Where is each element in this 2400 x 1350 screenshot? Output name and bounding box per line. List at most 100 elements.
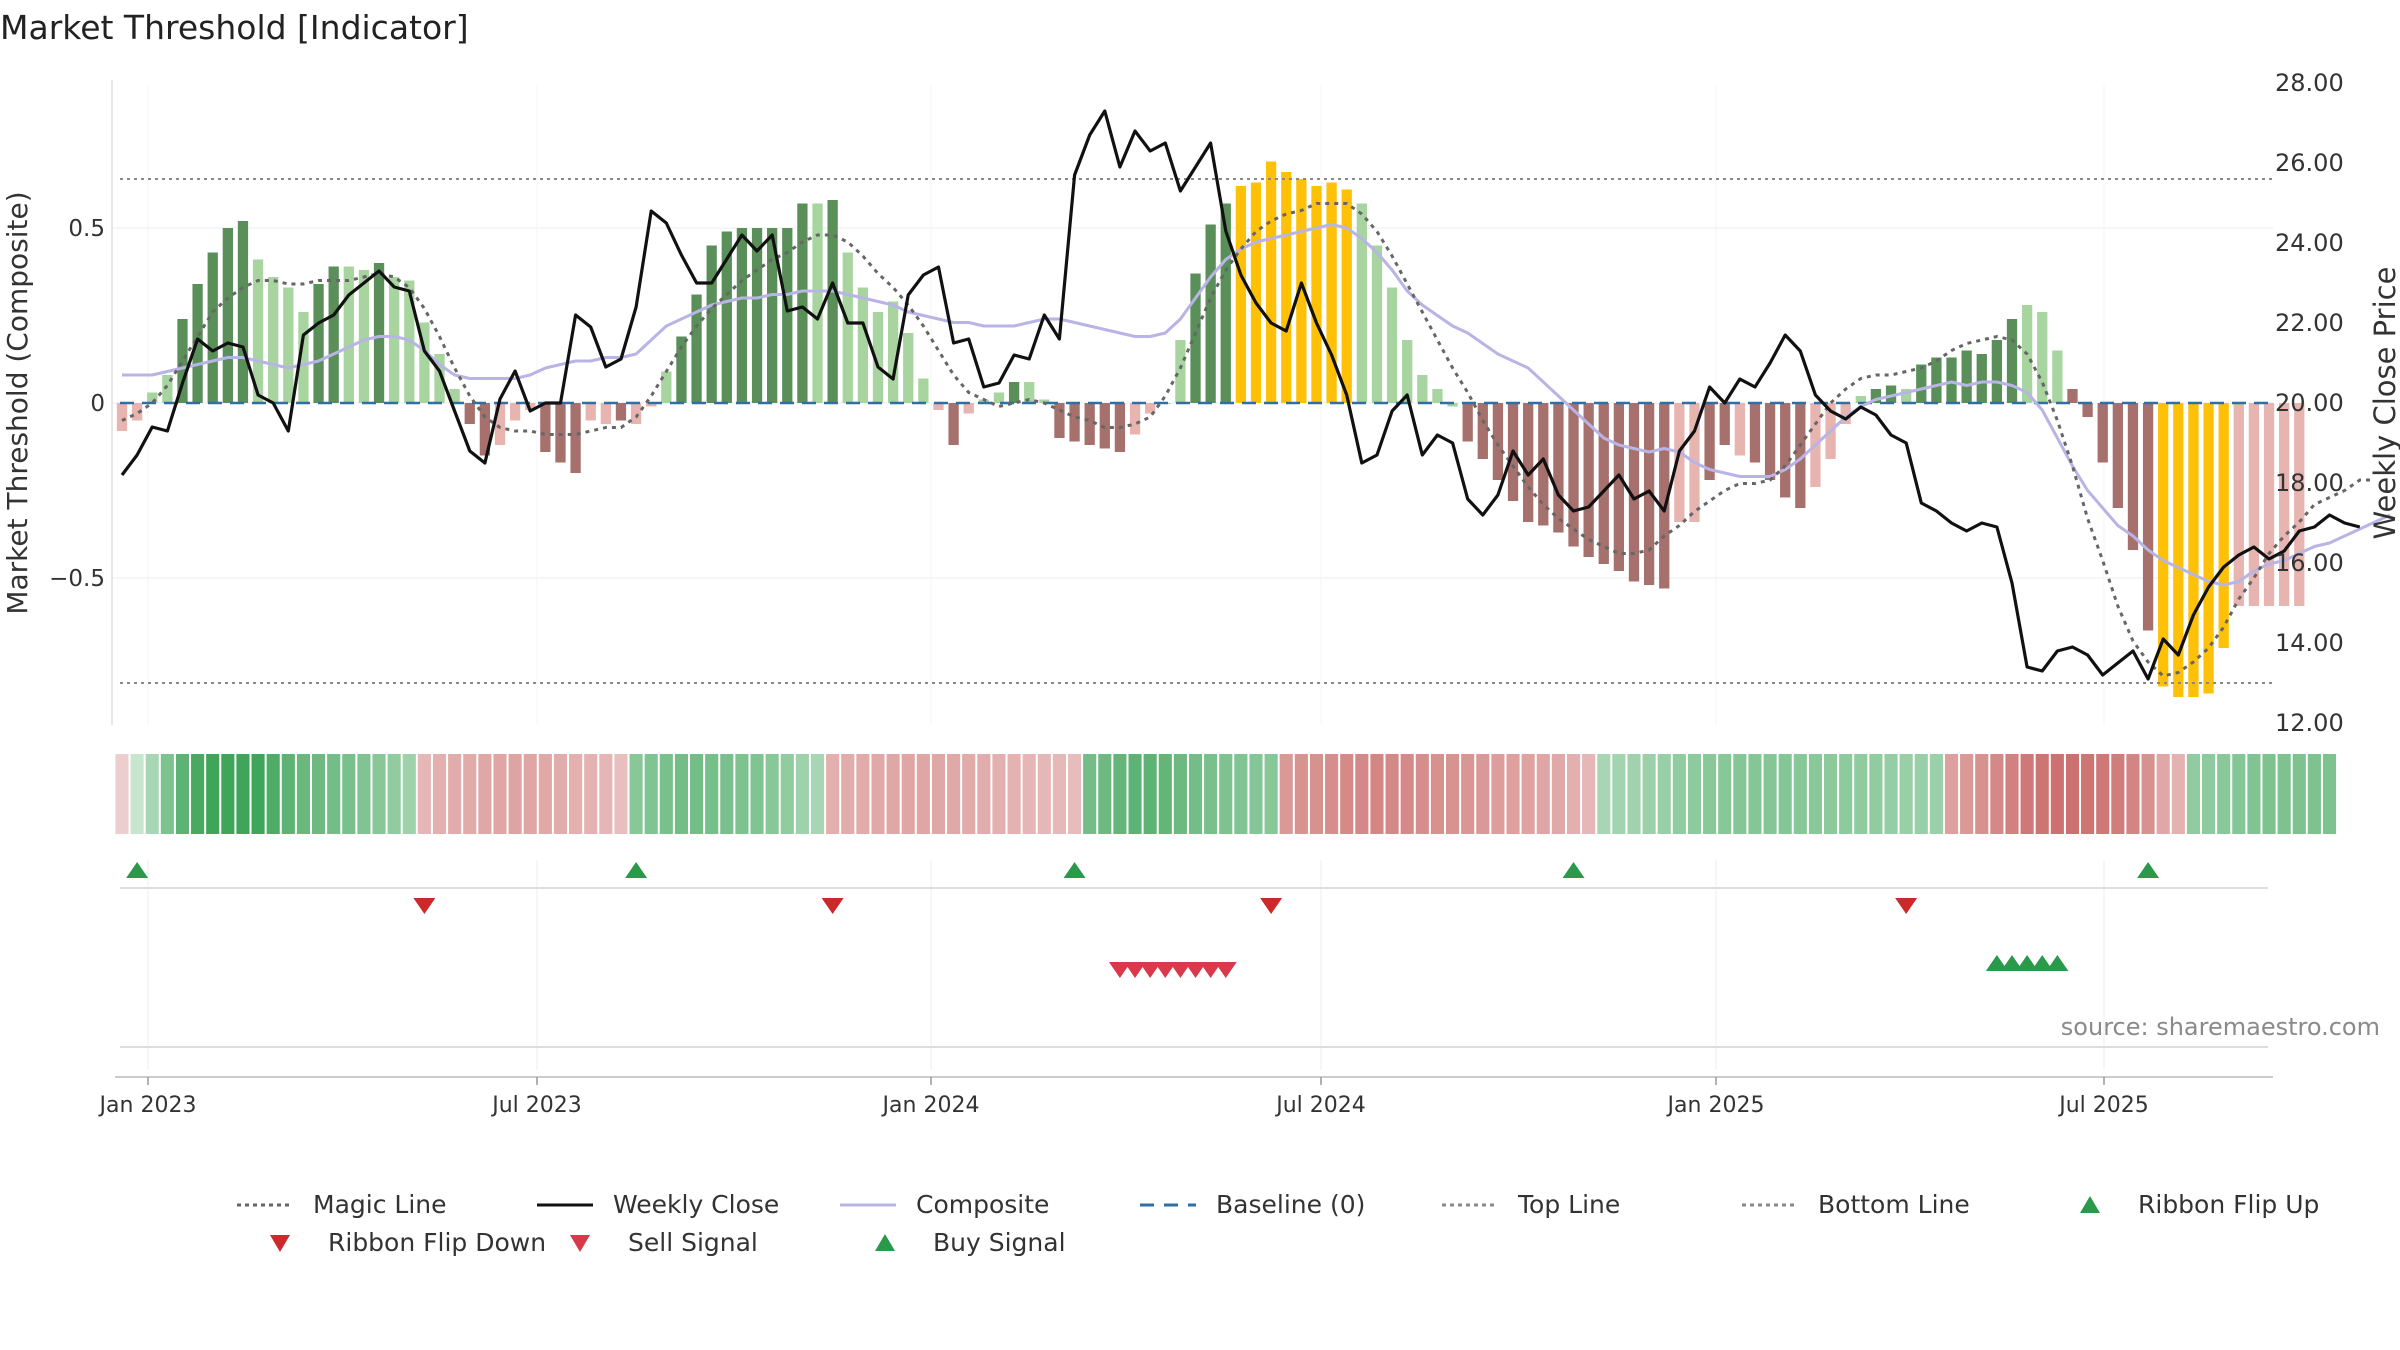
composite-bar: [661, 371, 672, 403]
ribbon-cell: [387, 754, 401, 834]
composite-bar: [2218, 403, 2229, 648]
legend-label: Bottom Line: [1818, 1190, 1970, 1219]
y-tick-label: 0: [90, 391, 105, 417]
composite-bar: [1931, 357, 1942, 403]
ribbon-cell: [1960, 754, 1974, 834]
ribbon-cell: [2096, 754, 2110, 834]
composite-bar: [555, 403, 566, 463]
composite-bar: [313, 284, 324, 403]
ribbon-cell: [1340, 754, 1354, 834]
ribbon-cell: [1098, 754, 1112, 834]
ribbon-cell: [1461, 754, 1475, 834]
composite-bar: [978, 399, 989, 403]
composite-bar: [570, 403, 581, 473]
ribbon-flip-down-marker: [413, 898, 436, 914]
ribbon-cell: [2020, 754, 2034, 834]
ribbon-cell: [1446, 754, 1460, 834]
ribbon-cell: [2171, 754, 2185, 834]
ribbon-cell: [1597, 754, 1611, 834]
x-tick-label: Jul 2023: [490, 1093, 582, 1118]
ribbon-cell: [1869, 754, 1883, 834]
composite-bar: [812, 203, 823, 403]
composite-bar: [343, 266, 354, 403]
composite-bar: [782, 228, 793, 403]
composite-bar: [283, 287, 294, 403]
ribbon-cell: [417, 754, 431, 834]
composite-bar: [1477, 403, 1488, 459]
ribbon-cell: [1990, 754, 2004, 834]
ribbon-cell: [1476, 754, 1490, 834]
ribbon-cell: [2126, 754, 2140, 834]
ribbon-cell: [1778, 754, 1792, 834]
composite-bar: [1462, 403, 1473, 442]
ribbon-cell: [1007, 754, 1021, 834]
composite-bar: [147, 392, 158, 403]
ribbon-cell: [1884, 754, 1898, 834]
composite-bar: [298, 312, 309, 403]
ribbon-cell: [931, 754, 946, 834]
composite-bar: [1175, 340, 1186, 403]
ribbon-cell: [1642, 754, 1656, 834]
legend-label: Buy Signal: [933, 1228, 1066, 1257]
composite-bar: [887, 301, 899, 403]
composite-bar: [1039, 399, 1050, 403]
ribbon-cell: [2111, 754, 2125, 834]
ribbon-cell: [1219, 754, 1233, 834]
composite-bar: [1764, 403, 1776, 480]
composite-bar: [434, 354, 445, 403]
composite-bar: [1901, 389, 1912, 403]
ribbon-cell: [191, 754, 205, 834]
ribbon-cell: [432, 754, 447, 834]
ribbon-cell: [508, 754, 522, 834]
legend-symbol-icon: [1442, 1203, 1498, 1206]
composite-bar: [1628, 403, 1640, 582]
composite-bar: [207, 252, 218, 403]
buy-signal-marker: [2001, 955, 2023, 971]
ribbon-flip-down-marker: [1895, 898, 1918, 914]
ribbon-cell: [251, 754, 265, 834]
ribbon-flip-up-marker: [1562, 862, 1585, 878]
composite-bar: [1402, 340, 1413, 403]
composite-bar: [842, 252, 853, 403]
sell-signal-marker: [1214, 962, 1237, 978]
x-tick-label: Jan 2023: [98, 1093, 197, 1118]
ribbon-cell: [795, 754, 809, 834]
ribbon-cell: [780, 754, 794, 834]
ribbon-cell: [1234, 754, 1248, 834]
ribbon-cell: [1264, 754, 1278, 834]
weekly-close-line: [120, 109, 2361, 681]
composite-bar: [419, 322, 430, 403]
composite-bar: [1598, 403, 1609, 564]
legend-symbol-icon: [840, 1203, 896, 1206]
composite-bar: [1659, 403, 1670, 589]
ribbon-cell: [1824, 754, 1838, 834]
ribbon-cell: [1793, 754, 1807, 834]
ribbon-cell: [2005, 754, 2019, 834]
ribbon-cell: [810, 754, 825, 834]
ribbon-cell: [1415, 754, 1429, 834]
ribbon-cell: [1627, 754, 1641, 834]
ribbon-cell: [281, 754, 295, 834]
legend-label: Ribbon Flip Down: [328, 1228, 547, 1257]
y-tick-label: −0.5: [49, 566, 105, 592]
ribbon-cell: [1309, 754, 1324, 834]
ribbon-cell: [1944, 754, 1959, 834]
ribbon-cell: [674, 754, 688, 834]
ribbon-flip-up-marker: [1063, 862, 1086, 878]
y2-tick-label: 22.00: [2275, 309, 2344, 337]
composite-bar: [1250, 182, 1262, 403]
ribbon-cell: [2050, 754, 2064, 834]
composite-bar: [2112, 403, 2123, 508]
ribbon-cell: [992, 754, 1006, 834]
ribbon-cell: [2141, 754, 2155, 834]
ribbon-cell: [2232, 754, 2246, 834]
ribbon-cell: [206, 754, 220, 834]
ribbon-cell: [690, 754, 704, 834]
composite-bar: [1447, 403, 1458, 407]
ribbon-cell: [826, 754, 840, 834]
composite-bar: [509, 403, 521, 421]
ribbon-cell: [221, 754, 235, 834]
market-threshold-chart: 0.5 0 −0.5 28.00 26.00 24.00 22.00 20.00 18.00 16…: [1, 69, 2400, 1118]
composite-bar: [1870, 389, 1882, 403]
ribbon-cell: [1521, 754, 1535, 834]
